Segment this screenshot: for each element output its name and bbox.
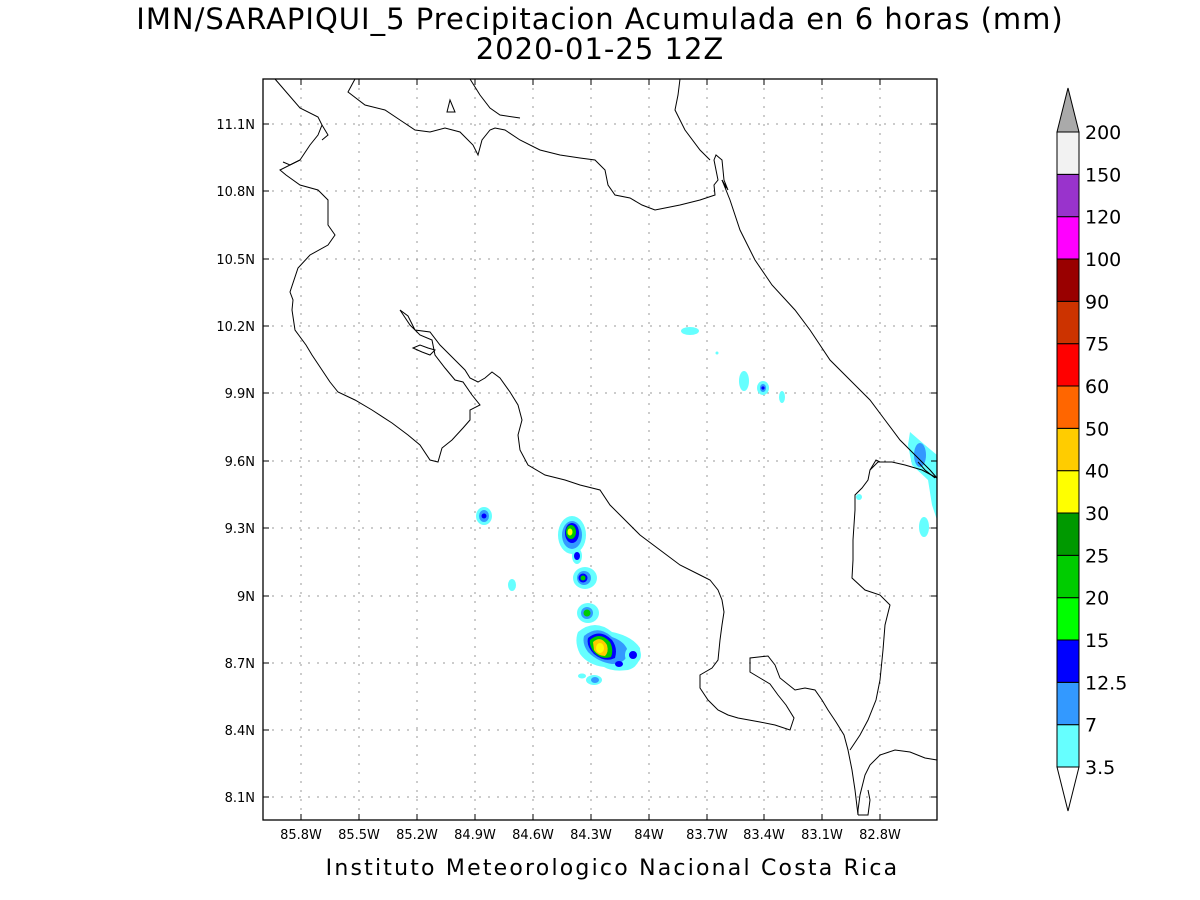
precip-cell (779, 391, 785, 403)
precip-cell (739, 371, 749, 391)
y-tick-label: 9N (237, 590, 255, 605)
colorbar-level-label: 200 (1085, 122, 1121, 144)
colorbar-swatch (1056, 173, 1080, 218)
colorbar-swatch (1056, 258, 1080, 302)
x-tick-label: 84.6W (512, 828, 554, 843)
x-tick-label: 82.8W (859, 828, 901, 843)
colorbar-swatch (1056, 597, 1080, 641)
x-tick-label: 84.9W (454, 828, 496, 843)
x-tick-label: 83.1W (801, 828, 843, 843)
colorbar-swatch (1056, 681, 1080, 726)
precip-cell (567, 528, 573, 536)
colorbar-legend: 3.5 7 12.5 15 20 25 30 40 50 60 75 90 100 120 150 200 (1056, 87, 1127, 812)
y-tick-label: 9.9N (225, 387, 255, 402)
precip-cell (578, 673, 586, 679)
y-tick-label: 10.5N (216, 253, 255, 268)
colorbar-level-label: 60 (1085, 376, 1109, 398)
colorbar-level-label: 15 (1085, 630, 1109, 652)
precip-cell (508, 579, 516, 591)
colorbar-level-label: 3.5 (1085, 757, 1115, 779)
precip-cell (481, 513, 487, 519)
colorbar-swatch (1056, 470, 1080, 514)
map-title: IMN/SARAPIQUI_5 Precipitacion Acumulada … (136, 2, 1064, 36)
map-grid (263, 79, 937, 820)
precip-cell (583, 609, 591, 617)
precip-cell (681, 327, 699, 335)
precip-cell (919, 517, 929, 537)
precip-cell (629, 651, 637, 659)
colorbar-swatch (1056, 300, 1080, 345)
precip-cell (914, 443, 926, 467)
x-tick-label: 85.8W (280, 828, 322, 843)
precipitation-contours (476, 327, 937, 685)
colorbar-level-label: 40 (1085, 461, 1109, 483)
x-tick-label: 83.4W (743, 828, 785, 843)
y-tick-label: 8.7N (225, 657, 255, 672)
colorbar-level-label: 120 (1085, 207, 1121, 229)
colorbar-swatch (1056, 427, 1080, 472)
colorbar-under-arrow (1056, 766, 1080, 812)
precip-cell (574, 552, 580, 560)
y-tick-label: 11.1N (216, 118, 255, 133)
colorbar-swatch (1056, 216, 1080, 260)
map-subtitle-date: 2020-01-25 12Z (475, 32, 725, 66)
colorbar-swatch (1056, 131, 1080, 175)
longitude-axis: 85.8W 85.5W 85.2W 84.9W 84.6W 84.3W 84W 83.7W 83… (280, 79, 901, 843)
colorbar-swatch (1056, 724, 1080, 768)
colorbar-level-label: 150 (1085, 164, 1121, 186)
y-tick-label: 9.3N (225, 522, 255, 537)
footer-credit: Instituto Meteorologico Nacional Costa R… (325, 856, 900, 881)
y-tick-label: 8.4N (225, 724, 255, 739)
colorbar-level-label: 75 (1085, 334, 1109, 356)
colorbar-level-label: 30 (1085, 503, 1109, 525)
colorbar-swatch (1056, 554, 1080, 599)
colorbar-level-label: 90 (1085, 291, 1109, 313)
x-tick-label: 84W (634, 828, 664, 843)
y-tick-label: 9.6N (225, 455, 255, 470)
precip-cell (761, 386, 765, 390)
precip-cell (856, 494, 862, 500)
x-tick-label: 85.5W (338, 828, 380, 843)
colorbar-level-label: 50 (1085, 418, 1109, 440)
colorbar-swatch (1056, 385, 1080, 429)
colorbar-level-label: 12.5 (1085, 672, 1127, 694)
y-tick-label: 10.2N (216, 320, 255, 335)
precip-cell (715, 351, 719, 355)
y-tick-label: 8.1N (225, 791, 255, 806)
y-tick-label: 10.8N (216, 185, 255, 200)
colorbar-swatch (1056, 639, 1080, 683)
map-frame (262, 78, 938, 821)
precip-cell (591, 677, 599, 683)
colorbar-level-label: 20 (1085, 588, 1109, 610)
colorbar-level-label: 7 (1085, 715, 1097, 737)
precip-cell (615, 661, 623, 667)
x-tick-label: 84.3W (570, 828, 612, 843)
coastline-borders (274, 78, 938, 816)
colorbar-level-label: 25 (1085, 545, 1109, 567)
precip-cell (580, 575, 586, 581)
x-tick-label: 85.2W (396, 828, 438, 843)
latitude-axis: 11.1N 10.8N 10.5N 10.2N 9.9N 9.6N 9.3N 9N 8.7N 8.… (216, 118, 937, 806)
colorbar-over-arrow (1056, 87, 1080, 133)
x-tick-label: 83.7W (686, 828, 728, 843)
colorbar-level-label: 100 (1085, 249, 1121, 271)
precip-cell (596, 643, 604, 653)
colorbar-swatch (1056, 512, 1080, 556)
colorbar-swatch (1056, 343, 1080, 387)
